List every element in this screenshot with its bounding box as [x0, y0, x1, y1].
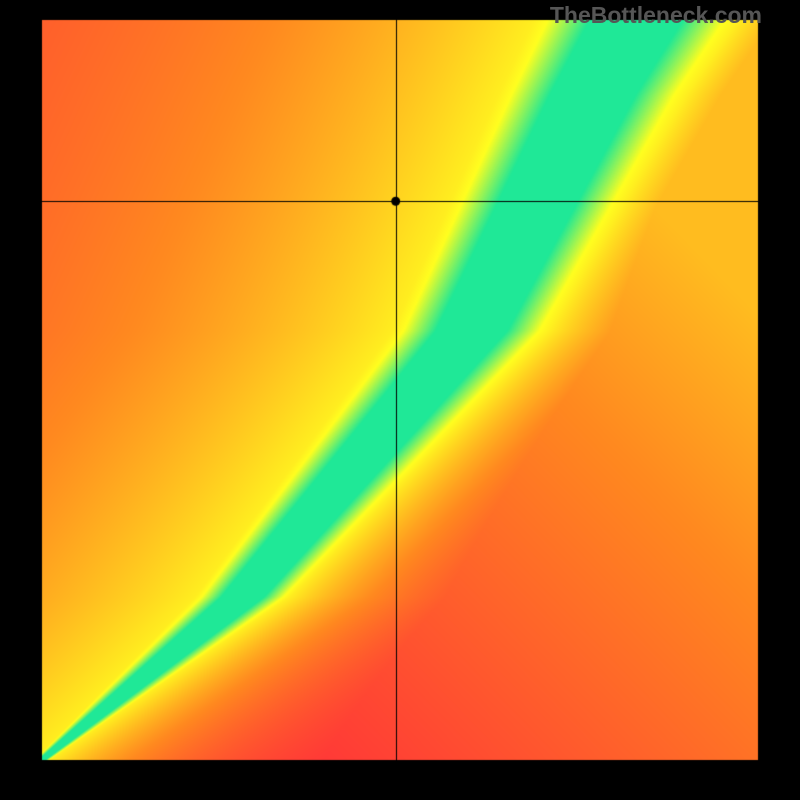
- watermark-text: TheBottleneck.com: [550, 2, 762, 29]
- heatmap-canvas: [0, 0, 800, 800]
- chart-container: { "canvas": { "width": 800, "height": 80…: [0, 0, 800, 800]
